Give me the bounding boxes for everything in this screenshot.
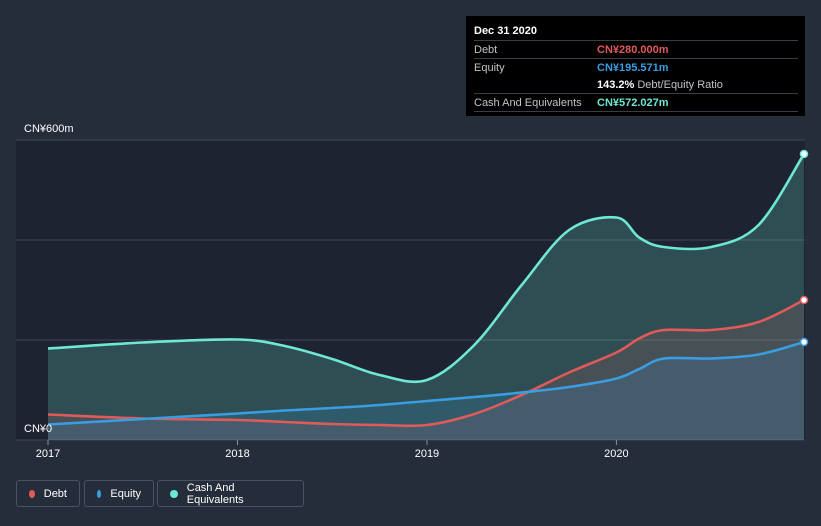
legend-label-cash: Cash And Equivalents — [186, 481, 244, 506]
legend-item-debt[interactable]: Debt — [16, 480, 80, 507]
end-marker-cash-and-equivalents — [799, 149, 809, 159]
cash-dot-icon — [170, 489, 178, 498]
series-lines — [47, 153, 806, 428]
tooltip-equity-label: Equity — [474, 61, 505, 74]
y-tick-label: CN¥0 — [24, 423, 52, 435]
legend-item-cash[interactable]: Cash And Equivalents — [157, 480, 304, 507]
area-equity — [48, 342, 804, 440]
area-debt — [48, 300, 804, 440]
legend-label-equity: Equity — [110, 487, 141, 500]
end-marker-debt — [799, 295, 809, 305]
tooltip-row-cash: Cash And Equivalents CN¥572.027m — [474, 93, 798, 112]
legend-item-equity[interactable]: Equity — [84, 480, 154, 507]
x-tick-label: 2018 — [225, 448, 249, 460]
tooltip-row-equity: Equity CN¥195.571m — [474, 58, 798, 76]
y-axis-ticks: CN¥600m CN¥0 — [24, 123, 74, 435]
grid-lines — [16, 139, 805, 441]
area-cash-and-equivalents — [48, 154, 804, 440]
tooltip-equity-value: CN¥195.571m — [597, 61, 669, 74]
line-cash-and-equivalents — [47, 153, 806, 384]
tooltip-ratio-value: 143.2% — [597, 78, 635, 91]
x-tick-label: 2017 — [36, 448, 60, 460]
x-tick-label: 2019 — [415, 448, 439, 460]
line-equity — [47, 340, 805, 426]
tooltip-debt-label: Debt — [474, 43, 498, 56]
tooltip-ratio-label: Debt/Equity Ratio — [637, 78, 723, 91]
y-tick-label: CN¥600m — [24, 123, 74, 135]
line-debt — [47, 298, 805, 428]
tooltip-row-ratio: 143.2% Debt/Equity Ratio — [474, 76, 798, 93]
x-axis-ticks: 2017 2018 2019 2020 — [36, 440, 629, 460]
x-tick-label: 2020 — [604, 448, 628, 460]
series-areas — [48, 154, 804, 440]
debt-dot-icon — [29, 489, 35, 498]
tooltip-date: Dec 31 2020 — [474, 25, 537, 37]
tooltip: Dec 31 2020 Debt CN¥280.000m Equity CN¥1… — [466, 16, 805, 116]
legend-label-debt: Debt — [43, 487, 67, 500]
end-marker-equity — [799, 337, 809, 347]
tooltip-cash-value: CN¥572.027m — [597, 96, 669, 109]
series-end-markers — [799, 149, 809, 347]
plot-background — [16, 140, 805, 440]
equity-dot-icon — [97, 489, 102, 498]
tooltip-cash-label: Cash And Equivalents — [474, 96, 582, 109]
tooltip-row-debt: Debt CN¥280.000m — [474, 40, 798, 58]
tooltip-debt-value: CN¥280.000m — [597, 43, 669, 56]
